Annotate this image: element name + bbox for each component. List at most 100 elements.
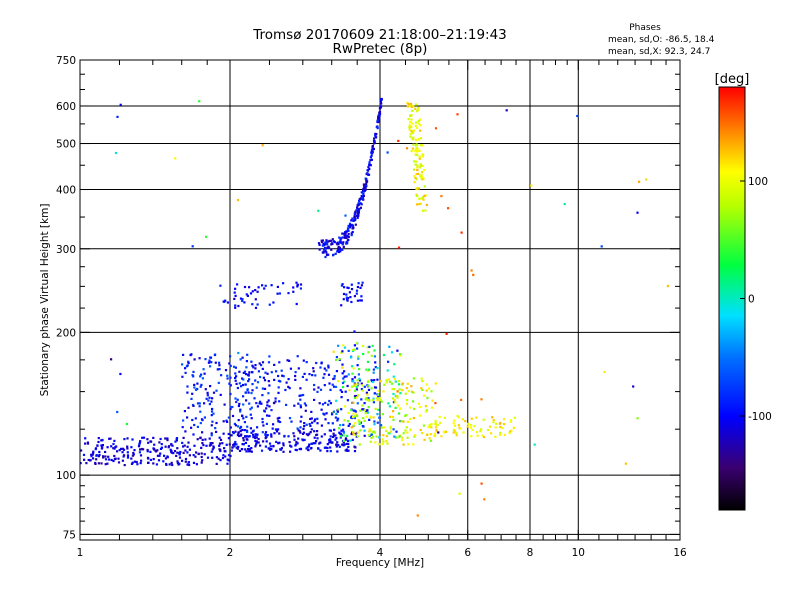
data-point (307, 434, 310, 437)
data-point (234, 376, 237, 380)
data-point (334, 434, 337, 437)
data-point (335, 242, 338, 245)
data-point (273, 363, 276, 366)
data-point (87, 458, 90, 462)
data-point (139, 454, 143, 457)
data-point (196, 438, 199, 441)
data-point (339, 241, 342, 244)
data-point (164, 437, 167, 440)
data-point (386, 442, 389, 445)
data-point (320, 241, 324, 244)
data-point (229, 376, 232, 379)
data-point (421, 144, 424, 147)
data-point (392, 392, 395, 396)
data-point (329, 435, 332, 438)
data-point (394, 406, 397, 409)
data-point (207, 399, 210, 402)
data-point (462, 431, 465, 434)
data-point (416, 164, 419, 167)
data-point (175, 439, 178, 442)
data-point (371, 144, 374, 147)
data-point (410, 125, 413, 128)
data-point (375, 136, 378, 139)
data-point (101, 444, 104, 447)
data-point (156, 449, 159, 452)
data-point (201, 442, 204, 445)
data-point (139, 448, 142, 451)
data-point (192, 375, 195, 378)
data-point (407, 443, 410, 446)
data-point (399, 407, 402, 410)
data-point (277, 442, 280, 445)
data-point (433, 432, 436, 435)
data-point (413, 435, 416, 438)
data-point (359, 202, 362, 205)
data-point (362, 352, 365, 356)
y-tick-label: 500 (56, 139, 76, 151)
data-point (256, 381, 260, 384)
data-point (243, 301, 246, 304)
data-point (416, 147, 419, 150)
data-point (472, 273, 475, 276)
data-point (133, 449, 136, 452)
data-point (423, 194, 426, 198)
data-point (339, 238, 342, 241)
data-point (356, 214, 359, 218)
data-point (338, 236, 341, 239)
data-point (261, 421, 264, 424)
data-point (457, 424, 460, 427)
data-point (323, 248, 326, 251)
data-point (435, 429, 438, 432)
data-point (409, 406, 412, 409)
data-point (389, 425, 392, 428)
data-point (479, 430, 482, 433)
data-point (210, 400, 213, 403)
data-point (350, 426, 353, 429)
data-point (425, 433, 429, 436)
data-point (181, 459, 184, 462)
data-point (348, 222, 352, 225)
data-point (397, 383, 401, 386)
data-point (369, 429, 372, 432)
data-point (279, 420, 282, 424)
data-point (258, 402, 261, 405)
data-point (202, 444, 205, 447)
data-point (194, 388, 198, 391)
data-point (231, 405, 234, 409)
data-point (343, 233, 346, 236)
data-point (379, 100, 382, 103)
data-point (373, 431, 377, 434)
data-point (287, 378, 290, 381)
data-point (322, 251, 325, 254)
data-point (372, 401, 375, 404)
data-point (391, 415, 394, 419)
data-point (288, 417, 292, 420)
data-point (92, 452, 95, 455)
data-point (248, 448, 251, 451)
data-point (331, 238, 334, 241)
data-point (405, 426, 408, 429)
data-point (334, 438, 337, 441)
data-point (423, 438, 426, 441)
data-point (399, 354, 402, 357)
data-point (227, 454, 231, 457)
data-point (211, 442, 214, 445)
data-point (224, 450, 227, 453)
data-point (147, 441, 150, 444)
data-point (344, 232, 347, 235)
data-point (210, 361, 213, 364)
data-point (365, 368, 368, 371)
data-point (373, 142, 376, 145)
data-point (342, 241, 345, 244)
data-point (363, 429, 366, 432)
data-point (268, 414, 271, 417)
data-point (272, 423, 275, 426)
data-point (324, 401, 327, 404)
data-point (212, 412, 215, 415)
data-point (405, 414, 408, 417)
data-point (414, 153, 417, 156)
data-point (235, 443, 238, 446)
data-point (434, 422, 437, 425)
colorbar-label: [deg] (715, 72, 750, 87)
data-point (499, 431, 502, 434)
